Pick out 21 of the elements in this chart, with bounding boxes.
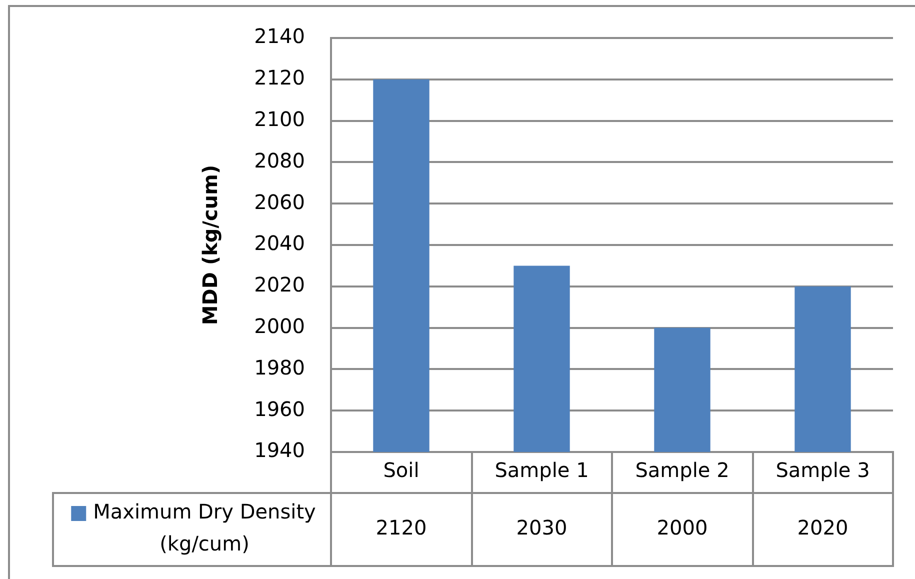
y-tick-label: 2120 [254,66,305,90]
y-tick-label: 2040 [254,231,305,256]
y-tick-label: 2100 [254,107,305,132]
y-tick-label: 2000 [254,314,305,338]
data-label: 2030 [516,516,568,540]
y-tick-label: 2140 [254,24,305,48]
y-tick-label: 1960 [254,396,305,421]
data-label: 2000 [656,516,708,540]
x-tick-label: Sample 3 [776,458,870,482]
y-tick-label: 1980 [254,355,305,380]
legend-label: Maximum Dry Density (kg/cum) [93,500,316,556]
x-tick-label: Soil [383,458,420,482]
data-label: 2020 [797,516,848,540]
y-tick-label: 2060 [254,190,305,214]
y-axis-title: MDD (kg/cum) [198,164,222,326]
y-tick-label: 1940 [254,438,305,462]
y-tick-label: 2020 [254,272,305,297]
y-tick-label: 2080 [254,148,305,172]
x-tick-label: Sample 1 [494,458,589,482]
x-tick-label: Sample 2 [635,458,730,482]
data-label: 2120 [376,516,427,540]
